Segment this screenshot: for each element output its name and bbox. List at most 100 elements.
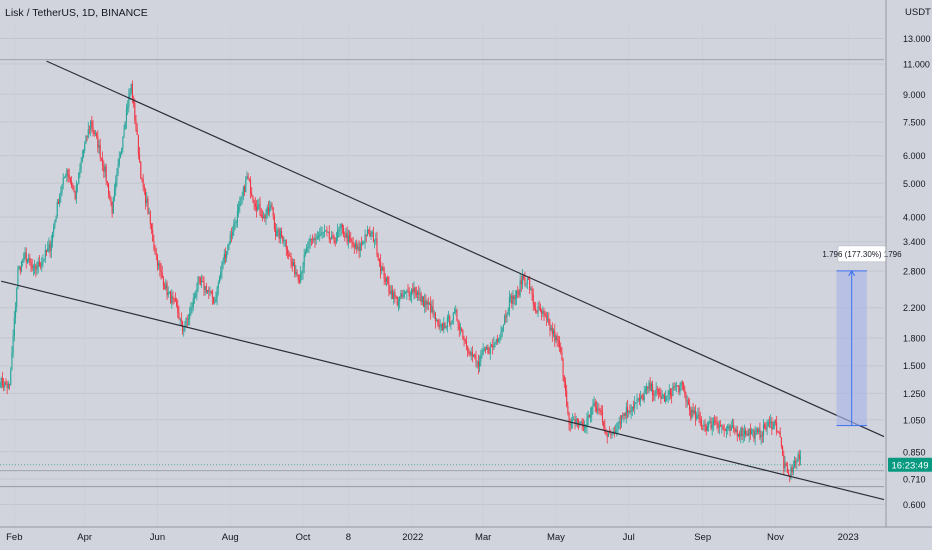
candle-body <box>98 144 100 148</box>
candle-body <box>280 231 283 237</box>
candle-body <box>309 238 311 242</box>
candle-body <box>314 239 316 241</box>
candle-body <box>425 300 427 305</box>
candle-body <box>549 323 551 331</box>
candle-body <box>239 201 241 207</box>
candle-body <box>650 383 652 391</box>
candle-body <box>412 288 414 293</box>
candle-body <box>587 415 589 419</box>
candle-body <box>159 263 161 270</box>
candle-body <box>242 186 244 195</box>
candle-body <box>65 176 67 178</box>
candle-body <box>328 231 330 239</box>
candle-body <box>463 338 465 340</box>
candle-body <box>600 410 602 412</box>
candle-body <box>609 432 611 434</box>
candle-body <box>419 294 421 295</box>
candle-body <box>74 190 76 199</box>
candle-body <box>301 272 303 274</box>
candle-body <box>216 287 218 299</box>
candle-body <box>319 234 321 237</box>
candle-body <box>641 395 643 397</box>
candle-body <box>564 382 567 391</box>
candle-body <box>230 234 232 236</box>
candle-body <box>506 314 508 318</box>
time-tick-label: Mar <box>475 532 491 543</box>
candle-body <box>574 418 576 425</box>
candle-body <box>36 268 38 270</box>
candle-body <box>178 312 180 320</box>
candle-body <box>584 427 586 428</box>
price-axis[interactable]: 13.000 11.000 9.000 7.500 6.000 5.000 4.000 3.4… <box>903 34 931 510</box>
price-tick-label: 3.400 <box>903 237 926 247</box>
candle-body <box>154 249 156 255</box>
candle-body <box>263 215 265 219</box>
price-tick-label: 11.000 <box>903 59 930 69</box>
candle-body <box>391 290 394 299</box>
candle-body <box>555 335 557 341</box>
candle-body <box>272 207 274 217</box>
candle-body <box>257 205 259 211</box>
candle-body <box>23 253 25 262</box>
candle-body <box>411 288 413 296</box>
candle-body <box>215 298 217 302</box>
candle-body <box>207 290 209 293</box>
candle-body <box>165 283 167 289</box>
candle-body <box>663 394 666 403</box>
price-tick-label: 2.200 <box>903 303 926 313</box>
candle-body <box>100 157 102 159</box>
candle-body <box>199 278 201 283</box>
candle-body <box>774 421 776 423</box>
candle-body <box>368 229 370 231</box>
candle-body <box>619 422 621 424</box>
candle-body <box>173 298 175 300</box>
candle-body <box>269 207 271 212</box>
candle-body <box>313 239 315 240</box>
candle-body <box>372 232 374 241</box>
candle-body <box>61 184 63 193</box>
candle-body <box>388 283 390 292</box>
candle-body <box>34 265 36 267</box>
candle-body <box>637 398 639 400</box>
candle-body <box>746 434 748 436</box>
candle-body <box>102 158 104 167</box>
candle-body <box>42 259 44 263</box>
candle-body <box>276 230 278 236</box>
candle-body <box>597 408 599 411</box>
candle-body <box>267 207 269 212</box>
candle-body <box>475 357 477 362</box>
candle-body <box>143 186 145 189</box>
candle-body <box>393 292 395 299</box>
candle-body <box>121 148 123 155</box>
candle-body <box>470 352 472 356</box>
candle-body <box>648 382 650 389</box>
candle-body <box>618 422 620 424</box>
candle-body <box>84 143 86 151</box>
candle-body <box>26 260 28 262</box>
candle-body <box>217 283 219 288</box>
candle-body <box>127 106 129 109</box>
candle-body <box>524 278 526 284</box>
candle-body <box>510 296 512 298</box>
candle-body <box>358 247 360 251</box>
candle-body <box>678 385 680 393</box>
candle-body <box>753 430 755 439</box>
price-range-tool[interactable]: 1.796 (177.30%) 1796 <box>822 245 902 427</box>
candle-body <box>1 378 3 386</box>
time-axis[interactable]: Feb Apr Jun Aug Oct 8 2022 Mar May Jul Sep Nov 2023 <box>6 532 859 543</box>
candle-body <box>97 135 99 148</box>
candle-body <box>698 414 700 420</box>
candle-body <box>266 207 268 215</box>
candle-body <box>380 261 382 272</box>
candle-body <box>675 385 677 387</box>
candle-body <box>124 121 126 130</box>
candle-body <box>8 384 11 385</box>
candle-body <box>323 230 326 233</box>
candle-body <box>635 402 637 404</box>
candle-body <box>700 419 703 426</box>
trendlines[interactable] <box>1 60 885 501</box>
last-price-badge <box>888 457 932 472</box>
candle-body <box>179 318 181 320</box>
